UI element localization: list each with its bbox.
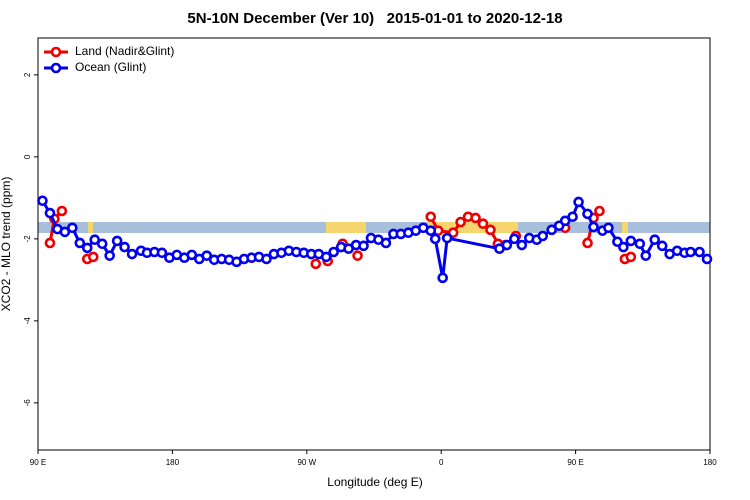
data-point [516,239,528,251]
x-tick-label: 0 [439,458,444,467]
data-point [126,248,138,260]
data-point [352,250,363,261]
data-point [582,208,593,220]
data-point [380,237,392,249]
data-point [649,234,661,245]
data-point [441,232,453,244]
data-point [567,211,578,223]
data-point [320,251,332,263]
data-point [201,250,213,261]
data-point [640,250,652,261]
ocean-strip [38,222,710,233]
x-axis-label: Longitude (deg E) [327,475,422,489]
x-tick-label: 90 E [567,458,583,467]
data-point [96,238,108,250]
data-point [701,253,713,265]
data-point [74,237,86,249]
data-point [104,250,115,261]
chart-title: 5N-10N December (Ver 10) 2015-01-01 to 2… [187,10,562,27]
data-point [546,224,558,236]
land-strip [622,222,628,233]
land-strip [88,222,93,233]
data-point [634,238,646,250]
data-point [44,207,56,219]
x-tick-label: 90 W [297,458,316,467]
data-point [588,221,599,233]
data-point [477,218,489,230]
data-point [437,272,448,284]
y-tick-label: -2 [23,235,32,243]
data-point [685,246,696,258]
legend-label: Land (Nadir&Glint) [75,44,174,58]
data-point [156,247,168,259]
legend-label: Ocean (Glint) [75,60,146,74]
data-point [186,249,198,261]
data-point [328,246,339,258]
data-point [89,234,101,245]
data-point [425,225,437,236]
data-point [59,226,71,238]
data-point [111,235,123,247]
data-point [455,216,466,228]
data-point [594,205,605,217]
data-point [485,224,496,236]
data-point [625,251,637,263]
data-point [603,222,614,234]
legend-swatch [50,62,62,74]
data-point [537,230,549,242]
data-point [694,246,705,258]
x-tick-label: 90 E [30,458,46,467]
x-tick-label: 180 [166,458,180,467]
data-point [358,240,369,252]
data-point [656,240,668,252]
data-point [119,241,130,253]
data-point [501,239,513,251]
data-point [625,235,637,247]
data-point [582,237,593,249]
data-point [573,196,584,208]
data-point [509,233,520,245]
land-strip [326,222,366,233]
data-point [87,251,99,263]
y-tick-label: 0 [23,154,32,159]
data-point [81,242,93,254]
surface-mask [38,222,710,233]
plot-frame [37,37,711,451]
legend-swatch [50,46,62,58]
data-point [310,258,322,270]
data-point [470,212,481,224]
data-point [261,253,272,265]
data-point [44,237,56,249]
data-point [425,211,437,223]
y-tick-label: -6 [23,399,32,407]
data-point [618,241,629,253]
data-point [559,215,571,227]
data-point [67,222,78,234]
data-point [56,205,68,217]
data-point [429,233,441,245]
land-strip [428,222,518,233]
y-tick-label: 2 [23,72,32,77]
y-axis-label: XCO2 - MLO trend (ppm) [0,177,13,312]
data-point [37,195,48,207]
y-tick-label: -4 [23,317,32,325]
x-tick-label: 180 [703,458,717,467]
